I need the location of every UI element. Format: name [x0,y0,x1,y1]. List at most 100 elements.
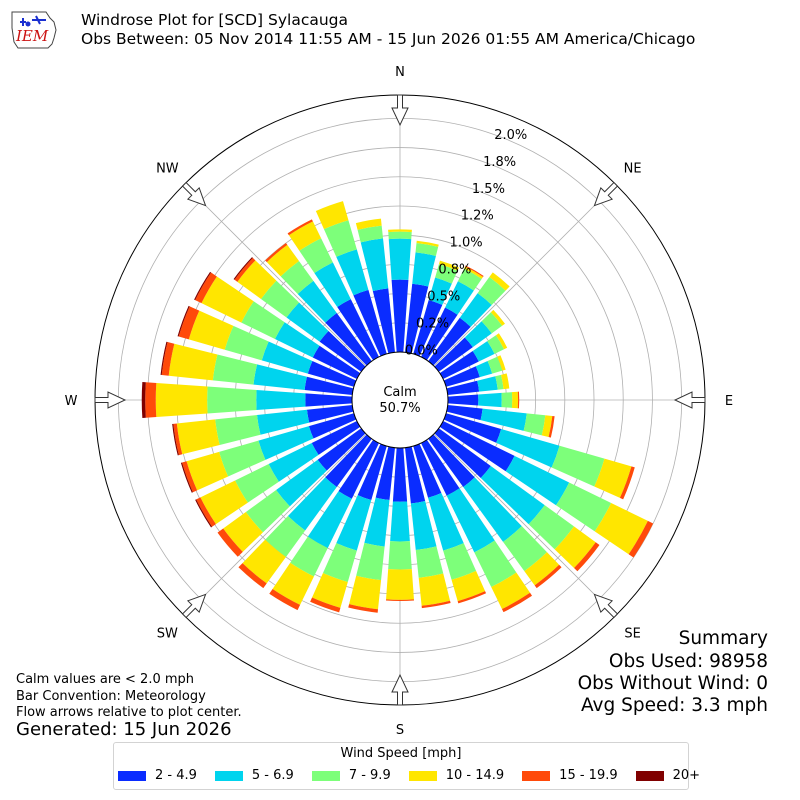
chart-title: Windrose Plot for [SCD] Sylacauga [81,11,349,29]
windrose-bar-segment [276,459,327,507]
direction-label: S [396,723,404,738]
windrose-bar-segment [372,288,395,354]
windrose-bar-segment [274,322,320,358]
windrose-bar-segment [145,382,157,418]
windrose-bar-segment [523,413,546,436]
calm-circle [351,351,449,449]
windrose-bar-segment [297,280,337,323]
legend-swatch [408,770,437,781]
windrose-bar-segment [180,462,193,493]
windrose-bar-segment [445,281,474,315]
windrose-bar-segment [290,536,328,577]
windrose-bar-segment [503,526,547,572]
windrose-bar-segment [172,423,179,456]
windrose-bar-segment [481,312,503,334]
windrose-bar-segment [477,277,506,305]
legend-label: 20+ [672,768,701,783]
windrose-bar-segment [421,600,451,609]
windrose-bar-segment [266,244,300,277]
windrose-bar-segment [265,243,288,263]
windrose-bar-segment [421,307,458,361]
windrose-bar-segment [490,309,505,326]
radial-tick-label: 1.5% [472,182,505,197]
windrose-bar-segment [497,355,506,371]
windrose-bar-segment [268,443,319,482]
windrose-bar-segment [428,317,471,366]
windrose-bar-segment [307,491,352,549]
windrose-bar-segment [541,415,553,438]
windrose-bar-segment [443,413,502,443]
legend-swatch [635,770,664,781]
windrose-bar-segment [357,443,387,501]
windrose-bar-segment [554,526,596,569]
windrose-bar-segment [353,289,387,357]
windrose-bar-segment [487,356,503,374]
windrose-bar-segment [322,543,357,583]
grid-spoke [184,433,367,616]
windrose-bar-segment [245,490,290,533]
direction-label: SW [157,627,178,642]
windrose-bar-segment [234,257,256,282]
windrose-bar-segment [619,466,635,500]
windrose-bar-segment [196,497,216,527]
radial-tick-label: 0.0% [405,344,438,359]
windrose-bar-segment [501,592,533,613]
direction-label: E [725,394,733,409]
windrose-bar-segment [315,201,349,230]
windrose-bar-segment [405,446,426,504]
windrose-bar-segment [260,280,300,318]
calm-value: 50.7% [379,401,420,416]
windrose-bar-segment [439,421,515,472]
windrose-bar-segment [465,265,484,277]
summary-obs-without-wind: Obs Without Wind: 0 [577,673,768,694]
windrose-bar-segment [176,419,220,455]
windrose-bar-segment [217,528,243,557]
radial-tick-label: 0.2% [416,317,449,332]
windrose-bar-segment [304,376,354,395]
windrose-bar-segment [338,439,379,499]
flow-arrow-icon [391,94,409,127]
radial-tick-label: 1.8% [483,155,516,170]
windrose-bar-segment [388,238,412,280]
legend-label: 5 - 6.9 [251,768,294,783]
windrose-bar-segment [451,570,486,602]
flow-arrows-note: Flow arrows relative to plot center. [16,705,242,720]
windrose-bar-segment [500,373,510,390]
windrose-bar-segment [412,252,436,287]
windrose-bar-segment [355,218,382,230]
windrose-bar-segment [496,429,560,468]
windrose-bar-segment [160,341,168,375]
windrose-bar-segment [212,354,258,385]
legend-label: 7 - 9.9 [348,768,391,783]
windrose-bar-segment [594,458,632,498]
windrose-bar-segment [574,542,600,572]
windrose-bar-segment [224,325,269,361]
windrose-bar-segment [287,219,313,236]
bar-convention-note: Bar Convention: Meteorology [16,689,206,704]
windrose-bar-segment [182,461,198,493]
windrose-bar-segment [256,409,310,435]
legend-item: 2 - 4.9 [118,768,197,783]
windrose-bar-segment [474,540,517,587]
radial-tick-label: 1.2% [461,209,494,224]
windrose-bar-segment [241,301,285,340]
direction-label: N [395,65,405,80]
windrose-bar-segment [628,520,654,558]
windrose-bar-segment [337,299,379,361]
radial-tick-label: 0.5% [427,290,460,305]
flow-arrow-icon [391,673,409,706]
windrose-bar-segment [356,542,385,581]
windrose-bar-segment [207,386,257,414]
windrose-bar-segment [392,447,408,502]
windrose-bar-segment [237,260,277,300]
windrose-bar-segment [177,305,190,337]
windrose-bar-segment [357,225,384,243]
flow-arrow-icon [673,391,706,409]
summary-heading: Summary [678,628,768,649]
windrose-bar-segment [443,366,480,387]
iem-logo-text: IEM [16,27,49,45]
windrose-bar-segment [319,330,366,372]
windrose-bar-segment [155,382,208,418]
legend-label: 15 - 19.9 [559,768,618,783]
windrose-bar-segment [464,266,484,279]
